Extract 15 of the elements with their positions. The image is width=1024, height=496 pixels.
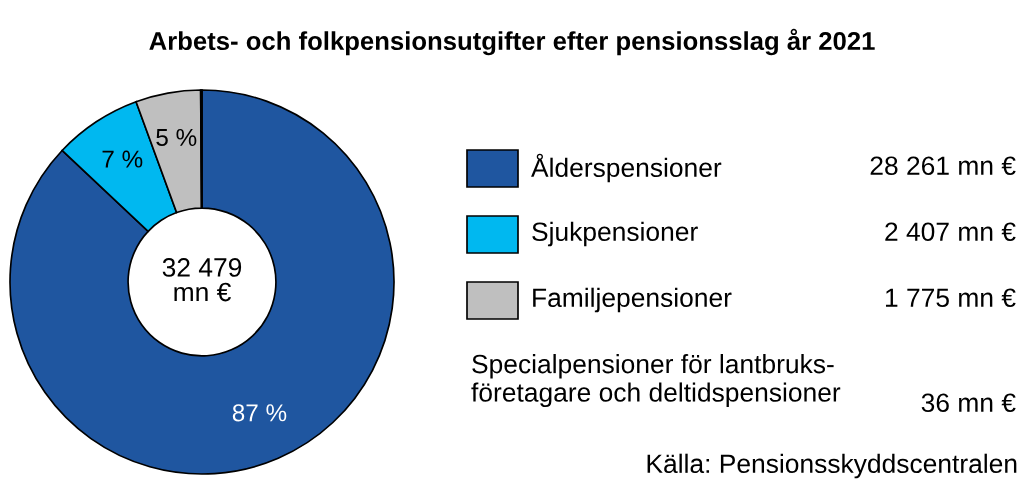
text: Källa: Pensionsskyddscentralen [647,453,1017,479]
text: Specialpensioner för lantbruks- företagare och deltidspensioner [471,354,841,408]
legend-label: Ålderspensioner [531,153,722,183]
text: 32 479 mn € [162,258,242,302]
legend-label: Sjukpensioner [532,221,698,247]
chart-title: Arbets- och folkpensionsutgifter efter pensionsslag år 2021 [149,28,875,56]
legend-label: Familjepensioner [533,287,732,313]
text: 2 407 mn € [885,222,1016,242]
data-label: 87 % [232,404,287,422]
text: 28 261 mn € [870,156,1016,176]
text: 1 775 mn € [885,288,1016,308]
text: 36 mn € [921,393,1016,413]
data-label: 7 % [102,150,143,168]
data-label: 5 % [156,128,197,147]
donut-slice [9,89,395,475]
